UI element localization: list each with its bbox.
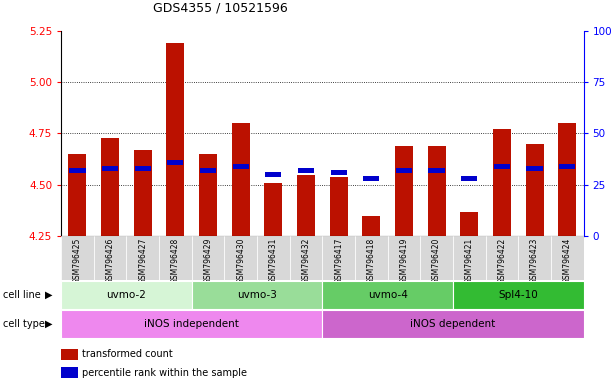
Bar xyxy=(126,236,159,280)
Bar xyxy=(428,146,445,236)
Text: GSM796419: GSM796419 xyxy=(400,237,408,284)
Bar xyxy=(355,236,387,280)
Bar xyxy=(493,129,511,236)
Bar xyxy=(460,212,478,236)
Bar xyxy=(298,168,314,173)
Text: ▶: ▶ xyxy=(45,290,52,300)
Text: iNOS independent: iNOS independent xyxy=(144,319,239,329)
Text: GSM796420: GSM796420 xyxy=(432,237,441,284)
Text: cell line: cell line xyxy=(3,290,41,300)
Text: GSM796424: GSM796424 xyxy=(563,237,572,284)
Bar xyxy=(297,174,315,236)
Text: GDS4355 / 10521596: GDS4355 / 10521596 xyxy=(153,2,287,15)
Bar xyxy=(453,236,486,280)
Text: GSM796423: GSM796423 xyxy=(530,237,539,284)
Bar xyxy=(363,176,379,181)
Text: GSM796425: GSM796425 xyxy=(73,237,82,284)
Text: cell type: cell type xyxy=(3,319,45,329)
Bar xyxy=(551,236,584,280)
Bar xyxy=(323,281,453,309)
Text: GSM796432: GSM796432 xyxy=(301,237,310,284)
Bar xyxy=(69,168,86,173)
Bar xyxy=(257,236,290,280)
Bar xyxy=(525,144,544,236)
Bar xyxy=(461,176,477,181)
Bar xyxy=(559,164,576,169)
Text: transformed count: transformed count xyxy=(82,349,174,359)
Bar xyxy=(68,154,86,236)
Bar xyxy=(93,236,126,280)
Bar xyxy=(558,123,576,236)
Bar xyxy=(331,170,346,175)
Bar xyxy=(486,236,518,280)
Text: uvmo-2: uvmo-2 xyxy=(106,290,147,300)
Bar xyxy=(323,310,584,338)
Bar xyxy=(134,166,151,171)
Bar xyxy=(199,154,217,236)
Bar xyxy=(61,310,323,338)
Text: percentile rank within the sample: percentile rank within the sample xyxy=(82,368,247,378)
Bar xyxy=(428,168,445,173)
Text: GSM796427: GSM796427 xyxy=(138,237,147,284)
Bar xyxy=(290,236,323,280)
Bar xyxy=(323,236,355,280)
Bar xyxy=(233,164,249,169)
Text: GSM796426: GSM796426 xyxy=(106,237,115,284)
Bar xyxy=(192,281,323,309)
Bar xyxy=(265,183,282,236)
Text: iNOS dependent: iNOS dependent xyxy=(410,319,496,329)
Text: GSM796429: GSM796429 xyxy=(203,237,213,284)
Text: GSM796422: GSM796422 xyxy=(497,237,507,284)
Bar xyxy=(61,281,192,309)
Bar xyxy=(61,236,93,280)
Bar xyxy=(494,164,510,169)
Text: GSM796431: GSM796431 xyxy=(269,237,278,284)
Bar xyxy=(527,166,543,171)
Bar xyxy=(330,177,348,236)
Bar xyxy=(102,166,118,171)
Text: GSM796418: GSM796418 xyxy=(367,237,376,284)
Bar xyxy=(518,236,551,280)
Text: Spl4-10: Spl4-10 xyxy=(499,290,538,300)
Text: GSM796417: GSM796417 xyxy=(334,237,343,284)
Bar xyxy=(166,43,185,236)
Bar xyxy=(159,236,192,280)
Bar xyxy=(420,236,453,280)
Text: ▶: ▶ xyxy=(45,319,52,329)
Bar xyxy=(167,160,183,165)
Text: uvmo-3: uvmo-3 xyxy=(237,290,277,300)
Bar xyxy=(200,168,216,173)
Bar xyxy=(265,172,282,177)
Text: GSM796428: GSM796428 xyxy=(171,237,180,284)
Text: GSM796421: GSM796421 xyxy=(465,237,474,284)
Text: uvmo-4: uvmo-4 xyxy=(368,290,408,300)
Bar xyxy=(453,281,584,309)
Bar xyxy=(192,236,224,280)
Bar xyxy=(224,236,257,280)
Bar xyxy=(396,168,412,173)
Bar xyxy=(387,236,420,280)
Text: GSM796430: GSM796430 xyxy=(236,237,245,284)
Bar xyxy=(134,150,152,236)
Bar xyxy=(101,137,119,236)
Bar xyxy=(362,216,380,236)
Bar xyxy=(232,123,250,236)
Bar xyxy=(395,146,413,236)
